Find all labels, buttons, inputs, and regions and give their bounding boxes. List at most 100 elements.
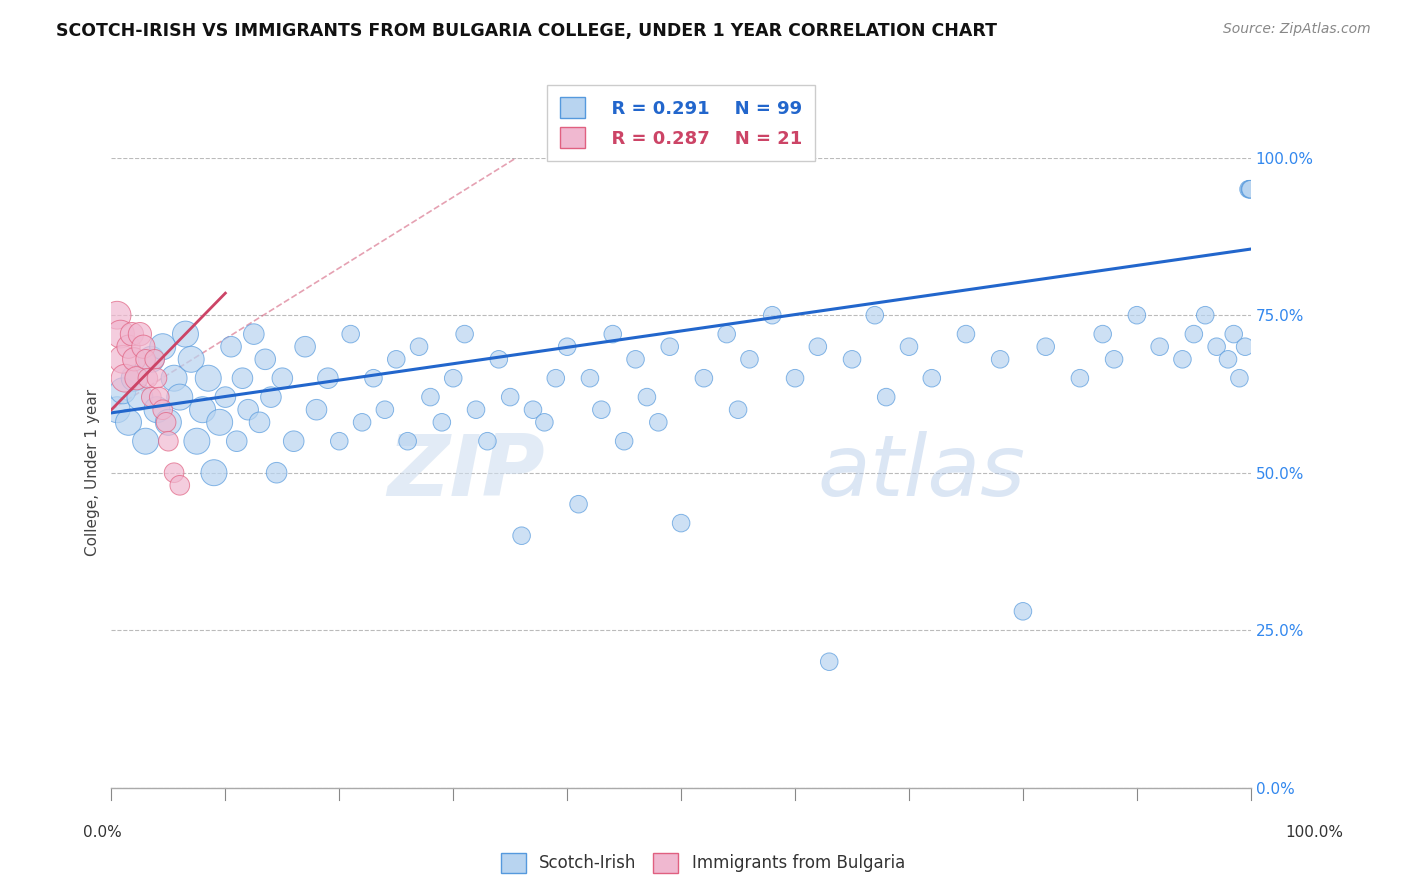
Point [533, 415, 555, 429]
Point [163, 466, 186, 480]
Point [863, 308, 886, 322]
Point [1182, 327, 1205, 342]
Point [807, 340, 830, 354]
Text: SCOTCH-IRISH VS IMMIGRANTS FROM BULGARIA COLLEGE, UNDER 1 YEAR CORRELATION CHART: SCOTCH-IRISH VS IMMIGRANTS FROM BULGARIA… [56, 22, 997, 40]
Point [271, 371, 294, 385]
Point [148, 390, 170, 404]
Point [152, 402, 174, 417]
Point [374, 402, 396, 417]
Point [1149, 340, 1171, 354]
Point [624, 352, 647, 367]
Point [169, 478, 191, 492]
Point [921, 371, 943, 385]
Point [396, 434, 419, 449]
Point [955, 327, 977, 342]
Point [419, 390, 441, 404]
Point [430, 415, 453, 429]
Point [716, 327, 738, 342]
Point [294, 340, 316, 354]
Point [669, 516, 692, 530]
Point [544, 371, 567, 385]
Point [208, 415, 231, 429]
Point [1091, 327, 1114, 342]
Point [249, 415, 271, 429]
Point [1237, 182, 1260, 196]
Point [875, 390, 897, 404]
Point [555, 340, 578, 354]
Point [602, 327, 624, 342]
Point [146, 371, 169, 385]
Point [579, 371, 602, 385]
Point [122, 352, 145, 367]
Point [305, 402, 328, 417]
Point [214, 390, 236, 404]
Text: Source: ZipAtlas.com: Source: ZipAtlas.com [1223, 22, 1371, 37]
Point [738, 352, 761, 367]
Point [727, 402, 749, 417]
Point [117, 415, 139, 429]
Point [152, 340, 174, 354]
Point [1194, 308, 1216, 322]
Point [186, 434, 208, 449]
Point [146, 402, 169, 417]
Point [465, 402, 488, 417]
Point [260, 390, 283, 404]
Point [111, 384, 134, 398]
Point [125, 371, 148, 385]
Point [783, 371, 806, 385]
Point [488, 352, 510, 367]
Point [114, 371, 136, 385]
Point [136, 371, 159, 385]
Point [121, 327, 143, 342]
Text: 100.0%: 100.0% [1285, 825, 1344, 840]
Point [339, 327, 361, 342]
Point [1216, 352, 1239, 367]
Point [363, 371, 385, 385]
Point [1035, 340, 1057, 354]
Point [477, 434, 499, 449]
Text: ZIP: ZIP [387, 431, 544, 514]
Point [143, 352, 166, 367]
Point [180, 352, 202, 367]
Point [591, 402, 613, 417]
Point [191, 402, 214, 417]
Point [647, 415, 669, 429]
Point [1069, 371, 1091, 385]
Point [174, 327, 197, 342]
Point [522, 402, 544, 417]
Y-axis label: College, Under 1 year: College, Under 1 year [86, 389, 100, 557]
Point [693, 371, 716, 385]
Point [818, 655, 841, 669]
Point [128, 327, 150, 342]
Point [761, 308, 783, 322]
Point [1239, 182, 1261, 196]
Point [254, 352, 277, 367]
Point [510, 529, 533, 543]
Point [117, 340, 139, 354]
Point [352, 415, 374, 429]
Text: 0.0%: 0.0% [83, 825, 122, 840]
Point [1222, 327, 1244, 342]
Point [898, 340, 921, 354]
Point [157, 434, 180, 449]
Point [128, 390, 150, 404]
Point [441, 371, 464, 385]
Point [453, 327, 475, 342]
Point [1234, 340, 1257, 354]
Point [197, 371, 219, 385]
Point [283, 434, 305, 449]
Point [105, 402, 128, 417]
Point [988, 352, 1011, 367]
Point [110, 327, 132, 342]
Point [328, 434, 350, 449]
Point [141, 390, 163, 404]
Point [225, 434, 247, 449]
Point [408, 340, 430, 354]
Point [231, 371, 253, 385]
Point [1239, 182, 1261, 196]
Point [1239, 182, 1261, 196]
Point [499, 390, 522, 404]
Point [636, 390, 658, 404]
Point [202, 466, 225, 480]
Point [1229, 371, 1251, 385]
